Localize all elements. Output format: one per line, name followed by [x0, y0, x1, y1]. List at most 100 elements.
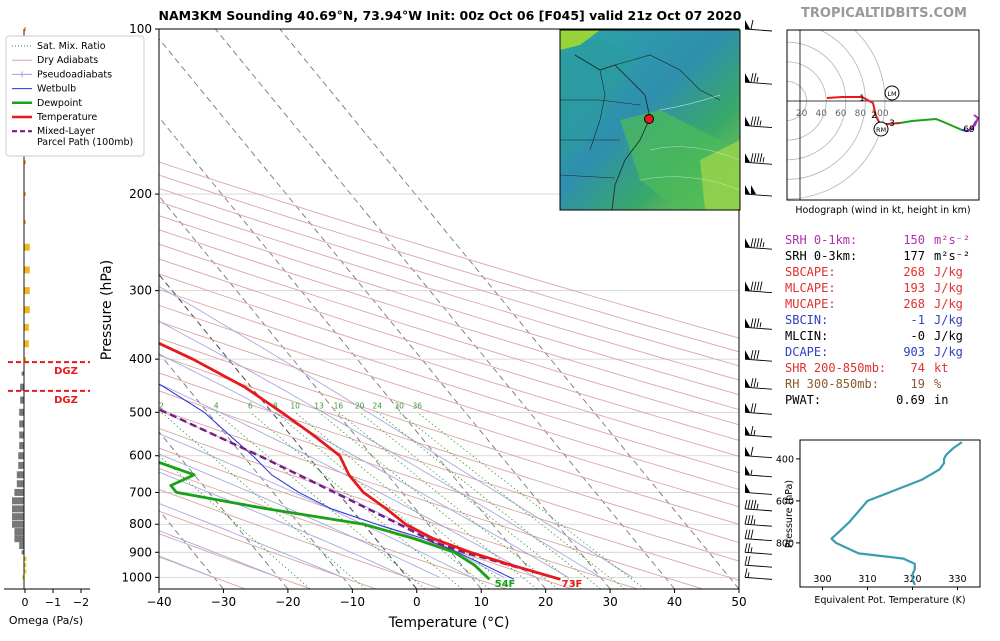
wind-barb-flag	[750, 318, 754, 328]
wind-barb-flag	[756, 238, 760, 248]
wind-barb-pennant	[745, 238, 750, 248]
wind-barb-flag	[744, 568, 748, 578]
hodograph-ring-label: 100	[871, 109, 888, 119]
omega-bar	[14, 488, 24, 496]
inset-map	[559, 29, 741, 211]
wind-barb-flag	[747, 515, 751, 525]
y-tick-label: 700	[129, 485, 152, 499]
omega-bar	[12, 513, 24, 521]
x-tick-label: 30	[602, 595, 617, 609]
skewt-frame	[158, 28, 740, 590]
wind-barb	[744, 446, 773, 459]
wind-barb-flag	[750, 350, 754, 360]
omega-bar	[19, 442, 24, 450]
dry-adiabat	[159, 258, 739, 441]
omega-bar	[16, 480, 24, 488]
wind-barb-flag	[750, 19, 754, 30]
omega-bar	[20, 383, 24, 391]
wind-barb-half	[759, 120, 762, 126]
x-tick-label: 0	[413, 595, 421, 609]
wind-barb-flag	[753, 318, 757, 328]
dry-adiabat	[159, 337, 739, 525]
mixing-ratio-line	[161, 411, 366, 589]
legend-item-sat-mix-ratio: Sat. Mix. Ratio	[12, 41, 106, 52]
moist-adiabat	[159, 471, 408, 578]
figure-title: NAM3KM Sounding 40.69°N, 73.94°W Init: 0…	[159, 8, 742, 23]
x-tick-label: −10	[340, 595, 365, 609]
wind-barb-flag	[747, 556, 751, 566]
isotherm	[279, 29, 739, 589]
mixing-ratio-label: 24	[372, 401, 382, 410]
index-label: RH 300-850mb:	[785, 377, 879, 391]
moist-adiabat	[159, 353, 569, 578]
wind-barb-flag	[744, 515, 748, 525]
index-row-rh-300-850mb: RH 300-850mb: 19%	[785, 377, 942, 391]
index-row-mlcape: MLCAPE: 193 J/kg	[785, 281, 963, 295]
omega-bar	[24, 243, 30, 251]
wind-barb-shaft	[744, 358, 773, 362]
parcel-path-line	[159, 408, 561, 581]
y-tick-label: 100	[129, 22, 152, 36]
wind-barb-pennant	[745, 185, 750, 195]
wind-barb-pennant	[745, 116, 750, 126]
watermark: TROPICALTIDBITS.COM	[801, 6, 967, 21]
moist-adiabat	[159, 502, 343, 578]
omega-bar	[24, 556, 27, 561]
legend-label: Pseudoadiabats	[37, 69, 112, 80]
index-unit: kt	[934, 361, 948, 375]
mixing-ratio-label: 20	[355, 401, 365, 410]
wind-barb-pennant	[745, 20, 750, 29]
theta-e-xlabel: Equivalent Pot. Temperature (K)	[814, 595, 965, 606]
mixing-ratio-line	[318, 411, 538, 589]
isotherm	[215, 29, 675, 589]
wind-barb-flag	[747, 499, 751, 509]
index-row-srh-0-1km: SRH 0-1km: 150 m²s⁻²	[785, 233, 970, 247]
y-tick-label: 400	[129, 352, 152, 366]
omega-bar	[24, 563, 27, 568]
x-tick-label: −20	[275, 595, 300, 609]
legend: Sat. Mix. Ratio Dry Adiabats Pseudoadiabat…	[5, 35, 145, 157]
dry-adiabat	[159, 390, 739, 581]
wind-barb	[744, 543, 773, 555]
wind-barb-shaft	[744, 455, 773, 459]
wind-barb-half	[753, 519, 756, 525]
theta-e-x-tick-label: 330	[948, 574, 966, 585]
index-unit: J/kg	[934, 345, 963, 359]
index-label: SRH 0-3km:	[785, 249, 857, 263]
x-tick-label: 40	[667, 595, 682, 609]
isotherm	[159, 116, 547, 589]
wind-barb-flag	[747, 543, 751, 553]
wind-barb-shaft	[744, 386, 773, 390]
legend-item-dry-adiabats: Dry Adiabats	[12, 55, 98, 66]
index-value: 150	[903, 233, 925, 247]
omega-bar	[18, 452, 24, 460]
theta-e-ylabel: Pressure (hPa)	[784, 480, 795, 548]
wind-barb-flag	[753, 499, 757, 509]
hodograph-trace-top	[967, 114, 979, 132]
index-row-mucape: MUCAPE: 268 J/kg	[785, 297, 963, 311]
hodograph-km-1: 1	[859, 94, 865, 104]
wind-barb-pennant	[745, 153, 750, 163]
wind-barb-shaft	[744, 28, 773, 32]
index-unit: J/kg	[934, 313, 963, 327]
wind-barb-flag	[759, 238, 763, 248]
mixing-ratio-label: 8	[273, 401, 278, 410]
y-tick-label: 200	[129, 187, 152, 201]
wind-barb-pennant	[745, 483, 750, 493]
theta-e-line	[830, 441, 963, 586]
moist-adiabat	[159, 453, 440, 578]
wind-barb-flag	[750, 378, 754, 388]
index-label: MLCAPE:	[785, 281, 836, 295]
dry-adiabat	[159, 288, 739, 474]
y-tick-label: 300	[129, 284, 152, 298]
index-label: SBCIN:	[785, 313, 828, 327]
wind-barb-shaft	[744, 576, 773, 580]
wind-barb-shaft	[744, 474, 773, 478]
legend-label: Dewpoint	[37, 98, 82, 109]
wetbulb-line	[159, 383, 515, 580]
legend-label: Dry Adiabats	[37, 55, 98, 66]
moist-adiabat	[159, 383, 537, 578]
wind-barb-shaft	[744, 538, 773, 542]
